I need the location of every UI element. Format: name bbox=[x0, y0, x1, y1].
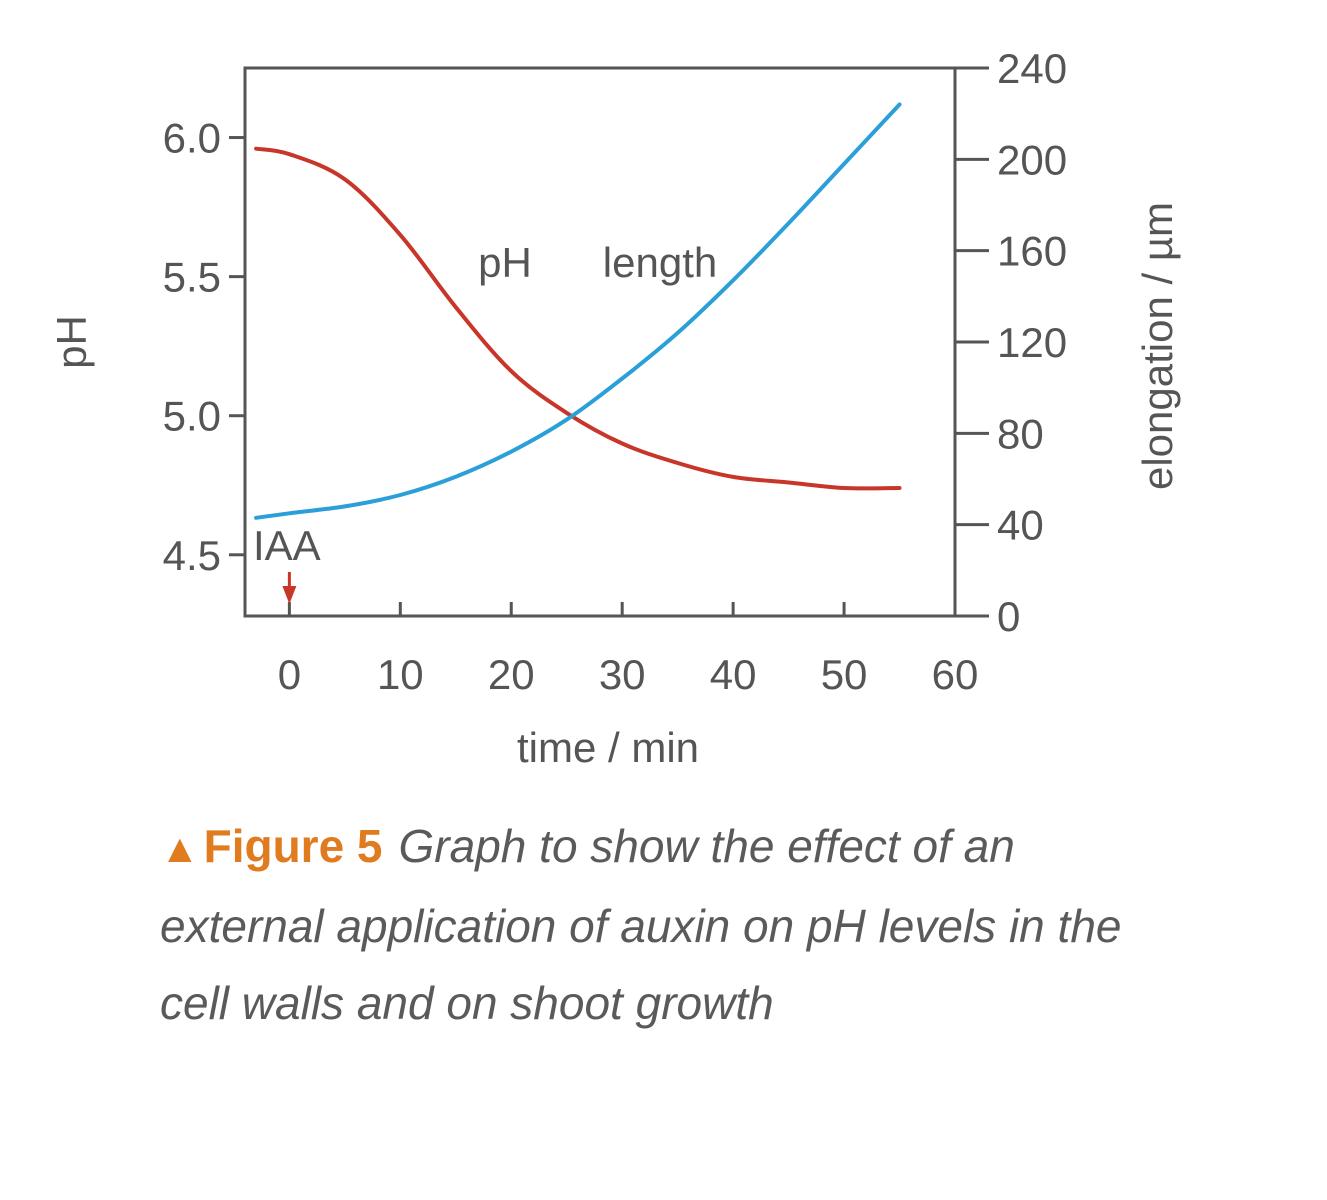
plot-frame bbox=[243, 66, 957, 618]
annotations: IAA bbox=[253, 522, 321, 604]
y-right-tick-label: 160 bbox=[997, 228, 1067, 275]
axes-ticks: 0 10 20 30 40 50 60 4.5 5.0 5.5 6.0 0 40 80 120 160 200 2… bbox=[163, 45, 1067, 698]
annotation-iaa-label: IAA bbox=[253, 522, 321, 569]
annotation-arrow-head bbox=[282, 586, 297, 604]
x-tick-label: 10 bbox=[377, 651, 424, 698]
series-line-length bbox=[254, 102, 902, 520]
series-label-length: length bbox=[603, 239, 717, 286]
x-tick-label: 0 bbox=[278, 651, 301, 698]
series-lines: pH length bbox=[254, 102, 902, 520]
y-left-tick-label: 5.5 bbox=[163, 254, 221, 301]
x-tick-label: 50 bbox=[821, 651, 868, 698]
x-tick-label: 40 bbox=[710, 651, 757, 698]
x-tick-label: 20 bbox=[488, 651, 535, 698]
triangle-icon: ▲ bbox=[160, 827, 200, 871]
caption-text: Graph to show the effect of an external … bbox=[160, 820, 1122, 1029]
y-left-tick-label: 4.5 bbox=[163, 532, 221, 579]
y-right-tick-label: 120 bbox=[997, 319, 1067, 366]
y-axis-right-label: elongation / µm bbox=[1134, 202, 1181, 490]
figure-caption: ▲Figure 5 Graph to show the effect of an … bbox=[160, 808, 1160, 1042]
series-line-pH bbox=[254, 146, 902, 491]
y-left-tick-label: 5.0 bbox=[163, 393, 221, 440]
x-tick-label: 60 bbox=[932, 651, 979, 698]
chart: 0 10 20 30 40 50 60 4.5 5.0 5.5 6.0 0 40 80 120 160 200 2… bbox=[48, 45, 1181, 771]
x-axis-label: time / min bbox=[517, 724, 699, 771]
y-right-tick-label: 0 bbox=[997, 593, 1020, 640]
series-label-pH: pH bbox=[478, 239, 532, 286]
x-tick-label: 30 bbox=[599, 651, 646, 698]
y-axis-left-label: pH bbox=[48, 315, 95, 369]
figure-label: Figure 5 bbox=[203, 820, 383, 872]
y-left-tick-label: 6.0 bbox=[163, 115, 221, 162]
y-right-tick-label: 80 bbox=[997, 410, 1044, 457]
y-right-tick-label: 200 bbox=[997, 136, 1067, 183]
y-right-tick-label: 40 bbox=[997, 502, 1044, 549]
y-right-tick-label: 240 bbox=[997, 45, 1067, 92]
